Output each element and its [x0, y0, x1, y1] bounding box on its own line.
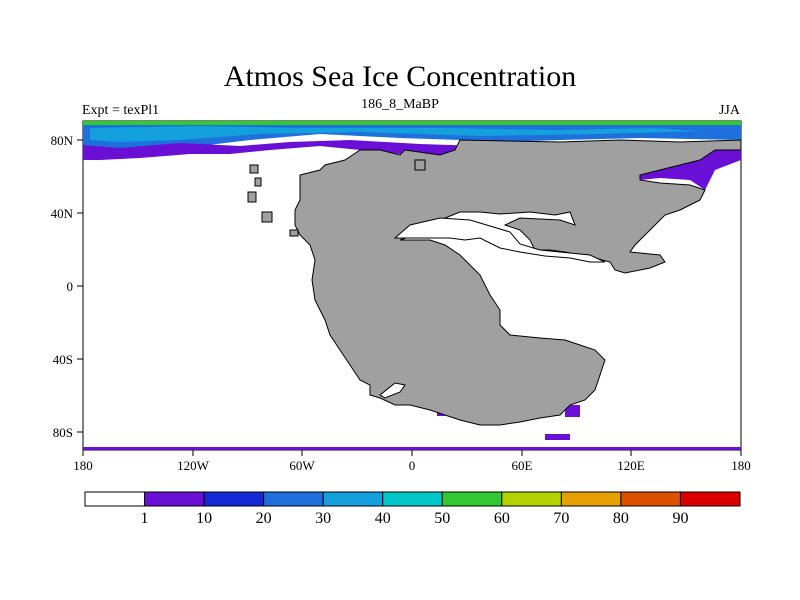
island-4: [247, 191, 257, 203]
sea-ice-blue-zone: [83, 131, 741, 150]
sea-ice-light-zone: [90, 126, 700, 142]
axis-ticks: [77, 139, 742, 456]
x-tick-label: 60W: [289, 458, 315, 473]
y-tick-label: 80N: [51, 133, 74, 148]
colorbar-swatch: [263, 491, 324, 507]
plot-title: Atmos Sea Ice Concentration: [223, 60, 577, 93]
main-continent: [294, 139, 742, 426]
y-tick-label: 0: [67, 279, 74, 294]
colorbar-label: 60: [494, 510, 510, 527]
sea-ice-top-band: [83, 121, 741, 125]
experiment-label: Expt = texPl1: [82, 103, 160, 118]
colorbar-label: 20: [256, 510, 272, 527]
sea-ice-south-patch-2: [565, 405, 580, 417]
sea-ice-south-patch-1: [545, 434, 570, 440]
island-6: [289, 229, 299, 237]
x-tick-label: 0: [409, 458, 416, 473]
colorbar-swatch: [84, 491, 146, 507]
colorbar: 1 10 20 30 40 50 60 70 80 90: [84, 491, 741, 527]
x-tick-label: 120W: [177, 458, 210, 473]
inland-sea-1: [393, 217, 606, 263]
colorbar-label: 50: [434, 510, 450, 527]
season-label: JJA: [718, 103, 740, 118]
colorbar-label: 90: [672, 510, 688, 527]
colorbar-swatch: [203, 491, 265, 507]
sea-ice-bottom-edge: [83, 447, 741, 450]
y-tick-label: 40S: [53, 352, 73, 367]
colorbar-label: 70: [553, 510, 569, 527]
island-1: [414, 159, 426, 171]
x-tick-label: 60E: [512, 458, 533, 473]
colorbar-label: 10: [196, 510, 212, 527]
colorbar-swatch: [501, 491, 562, 507]
colorbar-swatch: [679, 491, 741, 507]
island-3: [254, 177, 262, 187]
x-tick-label: 180: [73, 458, 93, 473]
colorbar-swatch: [322, 491, 384, 507]
colorbar-label: 30: [315, 510, 331, 527]
colorbar-swatch: [560, 491, 622, 507]
y-tick-label: 80S: [53, 425, 73, 440]
colorbar-swatch: [382, 491, 443, 507]
inland-waters: [379, 217, 606, 399]
colorbar-swatch: [620, 491, 681, 507]
colorbar-swatch: [441, 491, 503, 507]
x-tick-label: 180: [731, 458, 751, 473]
y-tick-label: 40N: [51, 206, 74, 221]
period-label: 186_8_MaBP: [361, 97, 439, 112]
colorbar-swatch: [144, 491, 205, 507]
colorbar-label: 40: [375, 510, 391, 527]
sea-ice-east-lobe: [630, 150, 741, 190]
inlet-south: [379, 382, 406, 399]
island-5: [261, 211, 273, 223]
x-tick-label: 120E: [617, 458, 645, 473]
colorbar-label: 1: [141, 510, 149, 527]
colorbar-label: 80: [613, 510, 629, 527]
island-2: [249, 164, 259, 174]
land-masses: [247, 139, 742, 426]
